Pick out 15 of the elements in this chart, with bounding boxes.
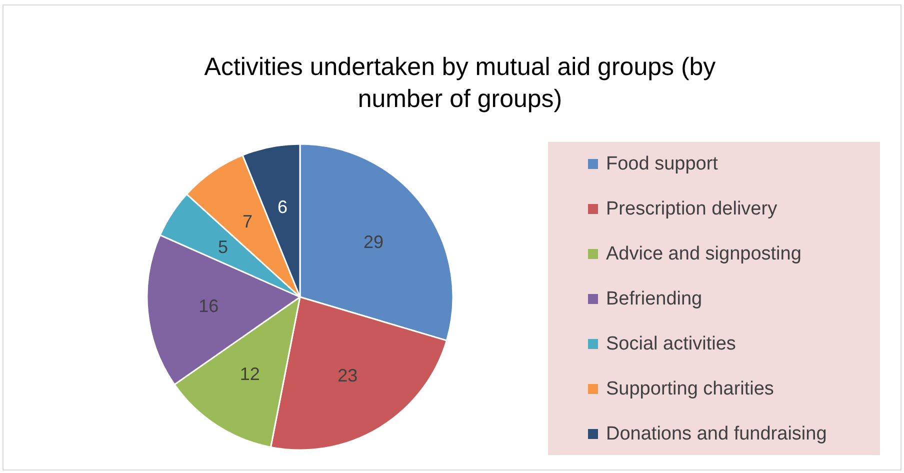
legend-label: Social activities bbox=[606, 334, 736, 354]
data-label: 6 bbox=[277, 196, 288, 217]
legend-label: Prescription delivery bbox=[606, 198, 778, 220]
data-label: 23 bbox=[338, 366, 358, 386]
data-label: 29 bbox=[364, 232, 384, 252]
data-label: 12 bbox=[240, 364, 260, 384]
legend-label: Donations and fundraising bbox=[606, 424, 827, 444]
data-label: 16 bbox=[198, 296, 219, 316]
legend-label: Food support bbox=[606, 154, 719, 174]
legend-label: Supporting charities bbox=[606, 378, 774, 400]
legend-label: Befriending bbox=[606, 288, 702, 310]
chart-title: Activities undertaken by mutual aid groups (by number of groups) bbox=[204, 53, 716, 113]
legend-label: Advice and signposting bbox=[606, 244, 802, 264]
data-label: 7 bbox=[242, 212, 252, 232]
data-label: 5 bbox=[218, 236, 228, 257]
